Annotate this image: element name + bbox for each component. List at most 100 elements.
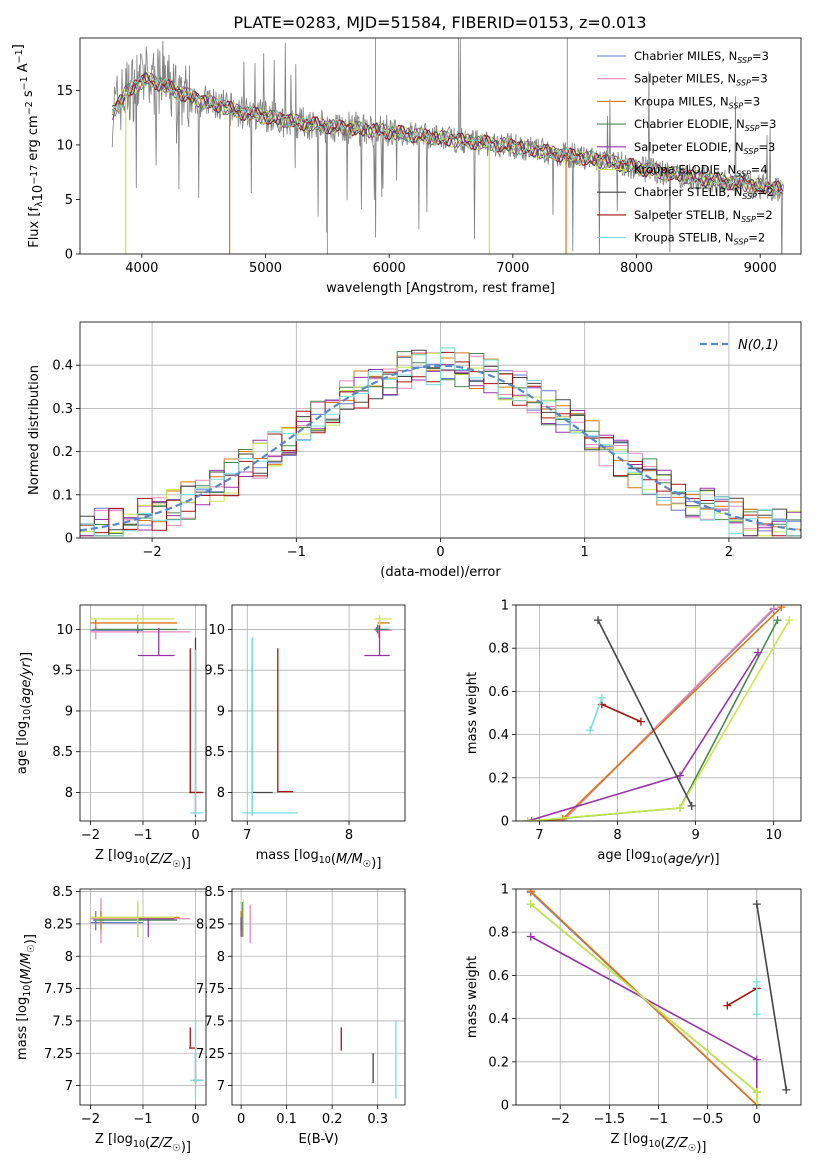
plot-area xyxy=(240,899,397,1099)
plot-residuals: −2 −1 0 1 2 0 0.1 0.2 0.3 0.4 N(0,1) (data-model)/e… xyxy=(27,321,802,580)
x-tick-label: 4000 xyxy=(125,261,158,276)
x-tick-label: 0 xyxy=(191,828,199,843)
axes-frame xyxy=(79,604,207,822)
y-tick-label: 7 xyxy=(217,1079,225,1094)
y-tick-label: 0.1 xyxy=(52,488,73,503)
weight-point-marker xyxy=(769,605,778,613)
weight-point-marker xyxy=(785,616,794,625)
legend-entry: Salpeter STELIB, NSSP=2 xyxy=(634,208,773,224)
plot-weight_vs_Z: −2 −1.5 −1 −0.5 0 0 0.2 0.4 0.6 0.8 1 Z [log10(Z/Z☉… xyxy=(465,883,802,1155)
plot-weight_vs_age: 7 8 9 10 0 0.2 0.4 0.6 0.8 1 age [log10(age/yr)] ma… xyxy=(465,599,802,867)
plot-area xyxy=(526,889,791,1105)
x-tick-label: 0.2 xyxy=(322,1112,343,1127)
y-tick-label: 0.6 xyxy=(488,969,509,984)
weight-point-marker xyxy=(523,817,532,821)
legend-entry: Salpeter ELODIE, NSSP=3 xyxy=(634,140,775,156)
x-tick-label: −0.5 xyxy=(692,1112,724,1127)
axes-frame xyxy=(231,604,406,822)
y-tick-label: 7.25 xyxy=(44,1047,73,1062)
weight-series-line xyxy=(539,606,783,821)
x-tick-label: 0.1 xyxy=(276,1112,297,1127)
x-tick-label: 0 xyxy=(753,1112,761,1127)
x-tick-label: −1 xyxy=(133,828,152,843)
x-tick-label: −2 xyxy=(81,828,100,843)
x-tick-label: −1 xyxy=(649,1112,668,1127)
y-tick-label: 0.4 xyxy=(488,1012,509,1027)
weight-point-marker xyxy=(687,801,696,810)
weight-series-line xyxy=(589,697,603,731)
y-tick-label: 15 xyxy=(56,84,73,99)
weight-series-line xyxy=(527,619,790,821)
x-tick-label: 7 xyxy=(243,828,251,843)
weight-point-marker xyxy=(752,1101,761,1105)
x-axis-label: (data-model)/error xyxy=(380,565,501,580)
weight-point-marker xyxy=(752,977,761,986)
y-tick-label: 8.5 xyxy=(204,885,225,900)
y-axis-label: mass [log10(M/M☉)] xyxy=(15,934,38,1060)
weight-series-line xyxy=(756,903,788,1091)
y-tick-label: 7.75 xyxy=(44,982,73,997)
y-tick-label: 8.5 xyxy=(52,745,73,760)
y-tick-label: 10 xyxy=(56,623,73,638)
weight-point-marker xyxy=(754,648,763,657)
weight-point-marker xyxy=(527,817,536,821)
plot-area xyxy=(80,347,801,537)
weight-series-line xyxy=(527,652,759,821)
legend-entry: N(0,1) xyxy=(738,338,779,353)
weight-point-marker xyxy=(752,1010,761,1019)
legend: Chabrier MILES, NSSP=3 Salpeter MILES, NS… xyxy=(597,49,776,247)
spectrum-model-line xyxy=(111,74,784,197)
weight-point-marker xyxy=(773,616,782,625)
residual-histogram xyxy=(80,352,801,537)
y-tick-label: 7.5 xyxy=(52,1014,73,1029)
weight-point-marker xyxy=(636,717,645,726)
figure-title: PLATE=0283, MJD=51584, FIBERID=0153, z=0… xyxy=(233,13,646,32)
y-tick-label: 8 xyxy=(217,786,225,801)
x-tick-label: −2 xyxy=(551,1112,570,1127)
y-tick-label: 0.8 xyxy=(488,926,509,941)
legend-entry: Chabrier MILES, NSSP=3 xyxy=(634,49,769,65)
y-tick-label: 8.25 xyxy=(196,917,225,932)
legend-entry: Kroupa STELIB, NSSP=2 xyxy=(634,231,765,247)
legend-entry: Chabrier ELODIE, NSSP=3 xyxy=(634,117,776,133)
y-tick-label: 0.8 xyxy=(488,642,509,657)
axes-frame xyxy=(515,604,802,822)
y-tick-label: 5 xyxy=(65,193,73,208)
residual-histogram xyxy=(80,347,801,537)
x-tick-label: −2 xyxy=(143,545,162,560)
x-axis-label: Z [log10(Z/Z☉)] xyxy=(95,848,191,871)
weight-point-marker xyxy=(526,932,535,941)
legend: N(0,1) xyxy=(700,338,779,353)
y-tick-label: 7.5 xyxy=(204,1014,225,1029)
plot-area xyxy=(90,614,204,817)
axes-frame xyxy=(515,888,802,1106)
axes-frame xyxy=(79,888,207,1106)
y-tick-label: 9.5 xyxy=(52,664,73,679)
y-axis-label: Flux [fλ10−17 erg cm−2 s−1 A−1] xyxy=(11,44,46,248)
x-tick-label: 2 xyxy=(725,545,733,560)
y-tick-label: 1 xyxy=(501,599,509,614)
y-tick-label: 0 xyxy=(65,248,73,263)
legend-entry: Salpeter MILES, NSSP=3 xyxy=(634,72,768,88)
legend-entry: Kroupa ELODIE, NSSP=4 xyxy=(634,163,768,179)
y-tick-label: 8.5 xyxy=(52,885,73,900)
weight-series-line xyxy=(530,935,758,1105)
y-tick-label: 9.5 xyxy=(204,664,225,679)
weight-series-line xyxy=(601,703,642,723)
y-tick-label: 0.2 xyxy=(52,445,73,460)
x-tick-label: 6000 xyxy=(373,261,406,276)
x-tick-label: 7 xyxy=(535,828,543,843)
y-tick-label: 8 xyxy=(65,950,73,965)
y-tick-label: 0 xyxy=(501,815,509,830)
legend-entry: Kroupa MILES, NSSP=3 xyxy=(634,94,760,110)
weight-series-line xyxy=(726,987,758,1007)
x-axis-label: E(B-V) xyxy=(298,1132,338,1147)
axes-frame xyxy=(79,321,802,539)
weight-series-line xyxy=(530,903,758,1105)
x-tick-label: 8000 xyxy=(620,261,653,276)
plot-age_vs_mass: 7 8 8 8.5 9 9.5 10 mass [log10(M/M☉)] xyxy=(204,604,406,871)
y-tick-label: 9 xyxy=(65,704,73,719)
weight-series-line xyxy=(531,619,779,821)
x-tick-label: 0 xyxy=(191,1112,199,1127)
y-axis-label: Normed distribution xyxy=(27,365,42,495)
